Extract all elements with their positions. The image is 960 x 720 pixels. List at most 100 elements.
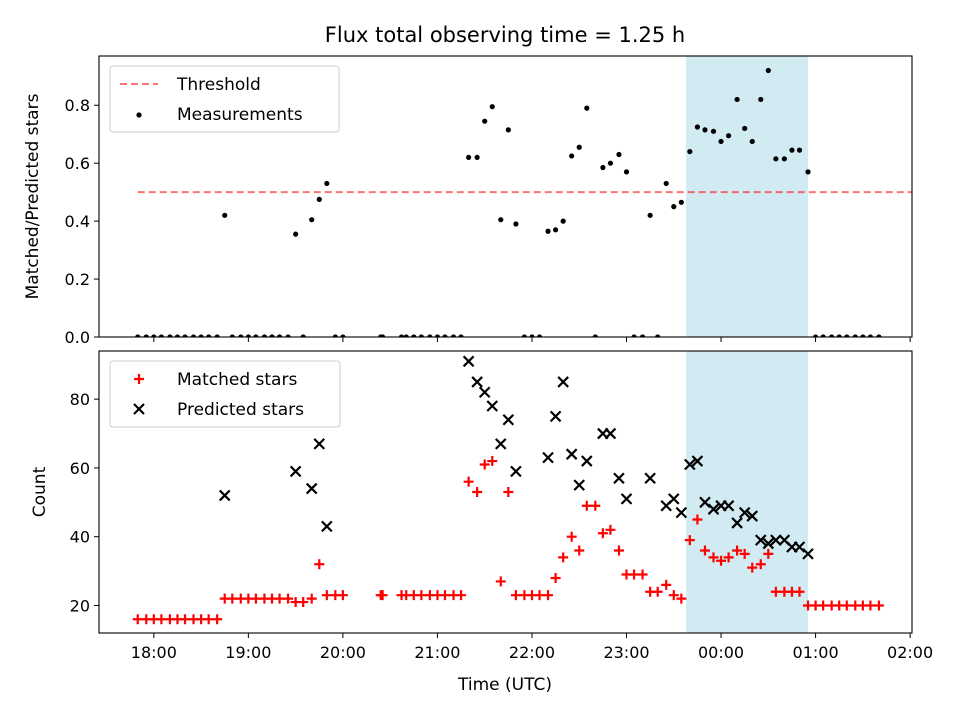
data-point-measurement bbox=[403, 334, 409, 337]
data-point-matched bbox=[699, 545, 710, 556]
data-point-matched bbox=[337, 590, 348, 601]
data-point-predicted bbox=[510, 465, 522, 478]
data-point-measurement bbox=[198, 334, 204, 337]
data-point-matched bbox=[716, 555, 727, 566]
data-point-matched bbox=[180, 614, 191, 625]
data-point-measurement bbox=[860, 334, 866, 337]
data-point-matched bbox=[865, 600, 876, 611]
data-point-matched bbox=[550, 572, 561, 583]
legend-label: Threshold bbox=[176, 75, 261, 95]
data-point-measurement bbox=[442, 334, 448, 337]
data-point-measurement bbox=[796, 147, 803, 153]
data-point-predicted bbox=[675, 506, 688, 519]
x-tick-label: 02:00 bbox=[887, 643, 933, 662]
x-axis-label: Time (UTC) bbox=[457, 675, 552, 695]
data-point-measurement bbox=[398, 334, 405, 337]
data-point-measurement bbox=[427, 334, 433, 337]
data-point-measurement bbox=[726, 133, 732, 139]
data-point-matched bbox=[739, 548, 750, 559]
data-point-matched bbox=[495, 576, 506, 587]
data-point-matched bbox=[472, 487, 483, 497]
data-point-predicted bbox=[644, 472, 656, 485]
data-point-measurement bbox=[718, 138, 724, 145]
data-point-measurement bbox=[285, 334, 291, 337]
data-point-matched bbox=[479, 459, 490, 470]
y-tick-label: 80 bbox=[70, 390, 90, 409]
data-point-measurement bbox=[765, 67, 771, 74]
data-point-measurement bbox=[167, 334, 173, 337]
data-point-measurement bbox=[450, 334, 457, 337]
data-point-measurement bbox=[687, 148, 693, 155]
data-point-predicted bbox=[620, 493, 633, 505]
data-point-measurement bbox=[663, 180, 669, 187]
data-point-measurement bbox=[300, 334, 306, 337]
data-point-measurement bbox=[536, 334, 543, 337]
data-point-measurement bbox=[553, 227, 559, 233]
y-tick-label: 0.0 bbox=[65, 328, 90, 347]
data-point-matched bbox=[794, 586, 805, 597]
data-point-matched bbox=[203, 614, 214, 625]
data-point-measurement bbox=[158, 334, 164, 337]
data-point-measurement bbox=[521, 334, 528, 337]
data-point-measurement bbox=[466, 154, 472, 160]
x-tick-label: 18:00 bbox=[131, 643, 177, 662]
data-point-measurement bbox=[678, 199, 684, 205]
data-point-matched bbox=[590, 500, 601, 511]
data-point-matched bbox=[314, 559, 325, 570]
data-point-matched bbox=[676, 593, 687, 604]
data-point-matched bbox=[156, 614, 167, 625]
data-point-matched bbox=[250, 593, 261, 604]
legend-box bbox=[109, 360, 341, 428]
data-point-measurement bbox=[309, 217, 315, 223]
data-point-predicted bbox=[494, 438, 507, 450]
data-point-measurement bbox=[482, 118, 488, 124]
data-point-measurement bbox=[380, 334, 386, 337]
data-point-measurement bbox=[316, 196, 322, 202]
data-point-measurement bbox=[876, 334, 882, 337]
data-point-measurement bbox=[844, 334, 850, 337]
data-point-measurement bbox=[773, 156, 779, 162]
data-point-predicted bbox=[793, 541, 806, 553]
data-point-measurement bbox=[749, 138, 755, 145]
legend-swatch-measurements bbox=[136, 112, 142, 118]
data-point-measurement bbox=[340, 334, 346, 337]
data-point-predicted bbox=[542, 451, 554, 464]
data-point-predicted bbox=[549, 410, 562, 423]
data-point-matched bbox=[605, 524, 616, 535]
x-tick-label: 00:00 bbox=[698, 643, 744, 662]
data-point-measurement bbox=[758, 96, 764, 103]
data-point-matched bbox=[597, 528, 608, 539]
data-point-matched bbox=[755, 559, 766, 570]
data-point-measurement bbox=[458, 334, 464, 337]
data-point-predicted bbox=[289, 465, 302, 478]
data-point-predicted bbox=[770, 534, 782, 546]
data-point-matched bbox=[747, 562, 758, 573]
data-point-measurement bbox=[151, 334, 157, 337]
data-point-measurement bbox=[852, 334, 858, 337]
legend-label: Predicted stars bbox=[177, 400, 304, 420]
data-point-measurement bbox=[269, 334, 275, 337]
data-point-matched bbox=[841, 600, 852, 611]
data-point-predicted bbox=[581, 455, 593, 467]
data-point-measurement bbox=[781, 156, 787, 162]
data-point-matched bbox=[132, 614, 143, 625]
legend-swatch-predicted bbox=[133, 403, 145, 415]
data-point-predicted bbox=[754, 534, 767, 546]
data-point-predicted bbox=[557, 376, 569, 388]
highlight-span bbox=[686, 351, 809, 633]
data-point-measurement bbox=[742, 125, 748, 132]
data-point-measurement bbox=[190, 334, 197, 337]
chart-title: Flux total observing time = 1.25 h bbox=[325, 23, 685, 47]
y-tick-label: 0.4 bbox=[65, 212, 90, 231]
panel-top-ratio: 0.0 0.2 0.4 0.6 0.8 Matched/Predicted stars Th… bbox=[23, 55, 913, 347]
data-point-measurement bbox=[324, 180, 330, 187]
data-point-matched bbox=[661, 579, 672, 590]
y-axis-label: Count bbox=[30, 466, 50, 517]
y-tick-label: 40 bbox=[70, 528, 90, 547]
data-point-measurement bbox=[607, 160, 614, 166]
data-point-predicted bbox=[802, 548, 814, 560]
axes-frame bbox=[98, 350, 913, 634]
data-point-measurement bbox=[214, 334, 220, 337]
data-point-matched bbox=[534, 590, 545, 601]
data-point-measurement bbox=[600, 164, 606, 171]
